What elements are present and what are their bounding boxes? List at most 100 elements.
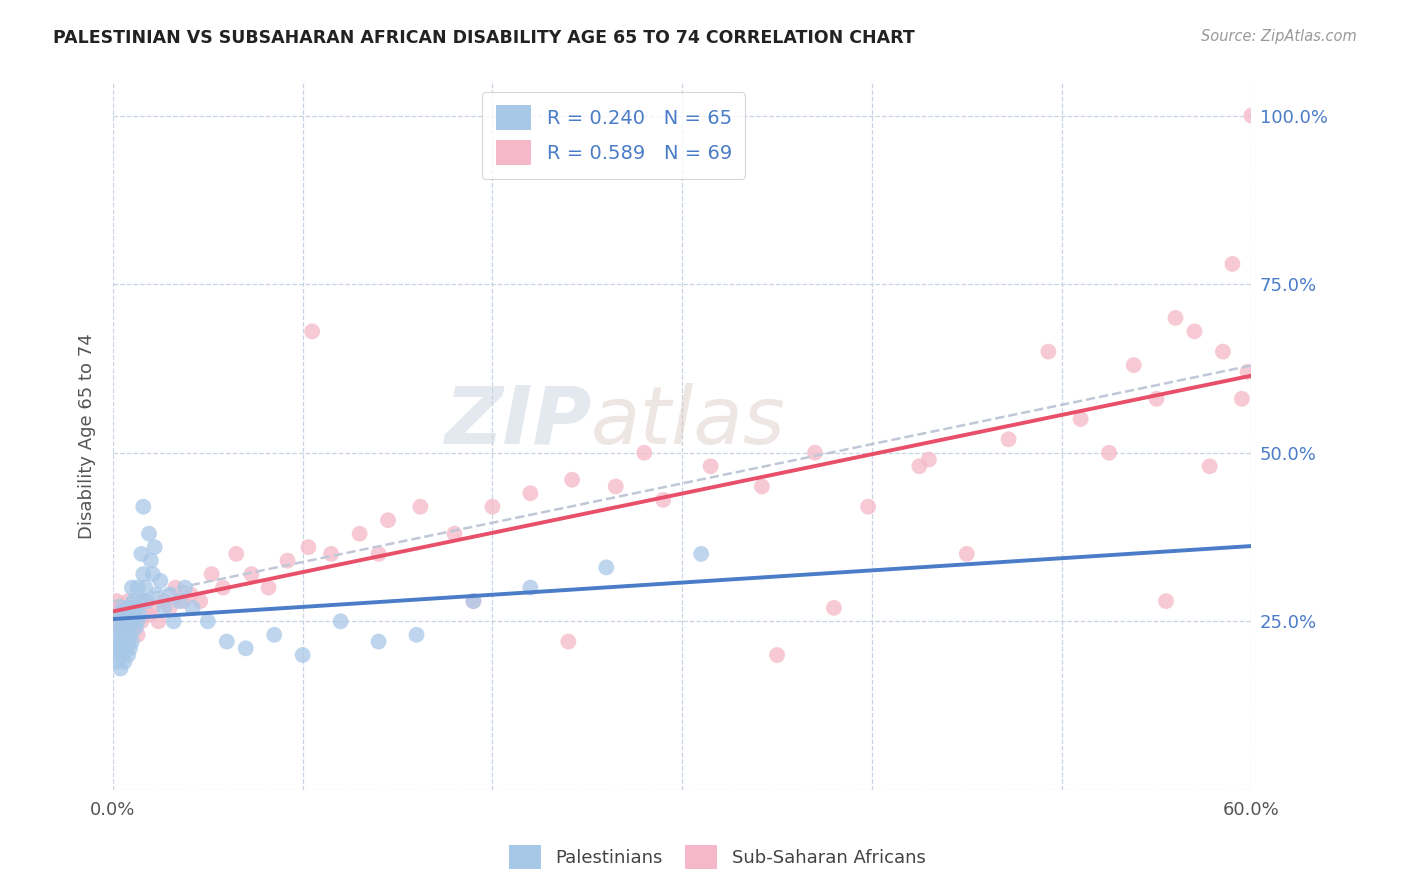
Point (291, 648, 314, 662)
Point (111, 600, 134, 615)
Point (212, 581, 235, 595)
Point (131, 594, 153, 608)
Point (377, 513, 399, 527)
Point (115, 615, 138, 629)
Point (107, 615, 129, 629)
Point (997, 432, 1019, 446)
Point (263, 628, 285, 642)
Point (105, 655, 128, 669)
Point (181, 600, 204, 615)
Point (107, 615, 129, 629)
Point (134, 594, 156, 608)
Point (132, 567, 155, 582)
Point (148, 615, 170, 629)
Point (138, 607, 160, 622)
Point (956, 547, 979, 561)
Point (139, 554, 162, 568)
Point (633, 446, 655, 460)
Point (823, 600, 845, 615)
Text: Source: ZipAtlas.com: Source: ZipAtlas.com (1201, 29, 1357, 44)
Point (111, 628, 134, 642)
Point (240, 567, 263, 582)
Point (131, 547, 153, 561)
Legend: Palestinians, Sub-Saharan Africans: Palestinians, Sub-Saharan Africans (502, 838, 932, 876)
Point (463, 594, 485, 608)
Point (225, 547, 247, 561)
Point (118, 641, 141, 656)
Point (1154, 594, 1177, 608)
Point (112, 634, 135, 648)
Point (134, 581, 156, 595)
Point (605, 479, 627, 493)
Point (301, 325, 323, 339)
Point (112, 607, 135, 622)
Point (856, 500, 879, 514)
Point (174, 581, 197, 595)
Point (127, 581, 149, 595)
Point (188, 594, 211, 608)
Point (297, 540, 319, 554)
Point (159, 600, 181, 615)
Point (121, 615, 143, 629)
Point (519, 486, 541, 500)
Point (1122, 358, 1144, 372)
Point (122, 621, 145, 635)
Point (132, 500, 155, 514)
Point (153, 594, 176, 608)
Point (557, 634, 579, 648)
Point (125, 607, 148, 622)
Point (1236, 365, 1258, 379)
Point (409, 500, 432, 514)
Y-axis label: Disability Age 65 to 74: Disability Age 65 to 74 (79, 333, 96, 539)
Point (443, 526, 465, 541)
Point (918, 452, 941, 467)
Point (349, 526, 371, 541)
Point (142, 567, 165, 582)
Point (1146, 392, 1168, 406)
Point (145, 587, 167, 601)
Point (197, 615, 219, 629)
Point (117, 594, 139, 608)
Point (138, 526, 160, 541)
Point (110, 661, 132, 675)
Point (118, 628, 141, 642)
Point (163, 615, 186, 629)
Point (235, 641, 257, 656)
Point (143, 540, 166, 554)
Point (111, 641, 134, 656)
Point (652, 492, 675, 507)
Point (115, 628, 138, 642)
Point (463, 594, 485, 608)
Point (118, 615, 141, 629)
Point (125, 600, 148, 615)
Point (1038, 344, 1060, 359)
Point (107, 648, 129, 662)
Point (153, 600, 176, 615)
Point (121, 600, 143, 615)
Point (804, 446, 827, 460)
Point (122, 594, 145, 608)
Point (149, 574, 172, 588)
Point (128, 607, 150, 622)
Point (1164, 310, 1187, 325)
Point (169, 594, 191, 608)
Point (110, 621, 132, 635)
Point (367, 547, 389, 561)
Point (159, 587, 181, 601)
Point (121, 634, 143, 648)
Point (1184, 325, 1206, 339)
Point (201, 567, 224, 582)
Point (127, 628, 149, 642)
Point (690, 547, 713, 561)
Text: atlas: atlas (591, 383, 786, 461)
Point (127, 615, 149, 629)
Point (115, 641, 138, 656)
Point (180, 587, 202, 601)
Point (165, 581, 187, 595)
Point (276, 554, 298, 568)
Point (367, 634, 389, 648)
Point (1230, 392, 1253, 406)
Point (766, 648, 789, 662)
Point (1212, 344, 1234, 359)
Point (122, 607, 145, 622)
